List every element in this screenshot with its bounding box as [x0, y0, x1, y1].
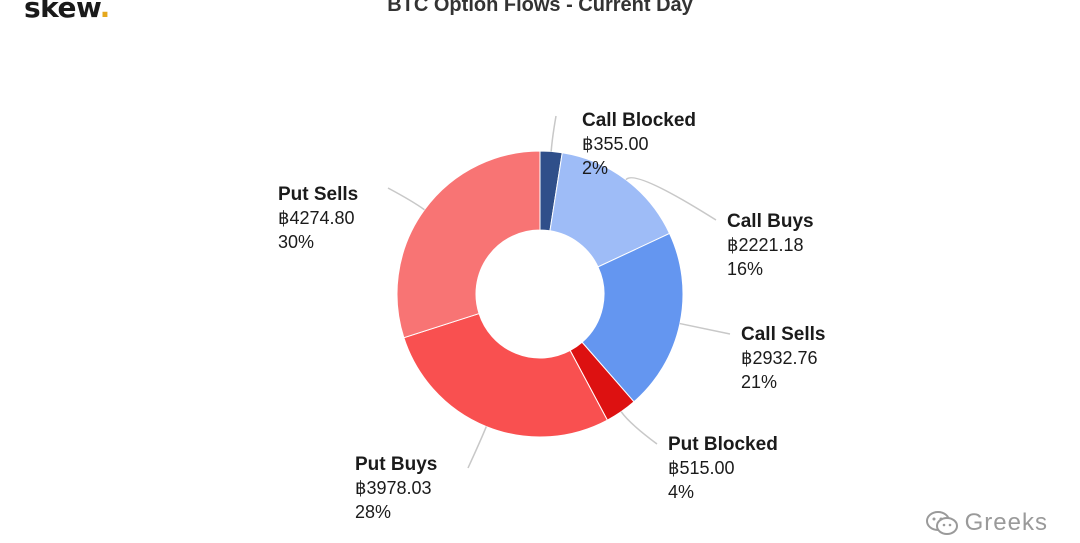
wechat-icon [925, 511, 958, 535]
percent-call-sells: 21% [741, 372, 777, 392]
percent-put-buys: 28% [355, 502, 391, 522]
leader-put-blocked [620, 411, 658, 445]
slice-put-buys [403, 312, 609, 438]
value-put-blocked: ฿515.00 [668, 458, 735, 478]
percent-call-buys: 16% [727, 259, 763, 279]
value-call-sells: ฿2932.76 [741, 348, 818, 368]
leader-call-blocked [550, 115, 557, 152]
label-put-buys: Put Buys [355, 454, 437, 475]
leader-put-buys [467, 426, 488, 469]
leader-lines [387, 115, 731, 469]
leader-call-sells [679, 322, 731, 335]
label-call-blocked: Call Blocked [582, 110, 696, 131]
percent-call-blocked: 2% [582, 158, 608, 178]
slice-put-sells [396, 150, 541, 339]
watermark-text: Greeks [964, 509, 1048, 536]
slice-labels: Call Blocked ฿355.00 2% Call Buys ฿2221.18 16… [278, 110, 826, 522]
label-put-blocked: Put Blocked [668, 434, 778, 455]
leader-call-buys [625, 176, 717, 221]
value-put-buys: ฿3978.03 [355, 478, 432, 498]
label-call-buys: Call Buys [727, 211, 814, 232]
donut-slices [396, 150, 684, 438]
value-put-sells: ฿4274.80 [278, 208, 355, 228]
label-call-sells: Call Sells [741, 324, 826, 345]
slice-call-sells [581, 232, 684, 403]
percent-put-sells: 30% [278, 232, 314, 252]
chart-title: BTC Option Flows - Current Day [387, 0, 693, 16]
logo-dot: . [99, 0, 111, 24]
slice-call-buys [549, 152, 671, 268]
logo-text: skew [24, 0, 100, 24]
value-call-blocked: ฿355.00 [582, 134, 649, 154]
percent-put-blocked: 4% [668, 482, 694, 502]
label-put-sells: Put Sells [278, 184, 358, 205]
skew-logo: skew. [24, 0, 110, 24]
watermark: Greeks [925, 509, 1048, 537]
value-call-buys: ฿2221.18 [727, 235, 804, 255]
leader-put-sells [387, 187, 425, 211]
